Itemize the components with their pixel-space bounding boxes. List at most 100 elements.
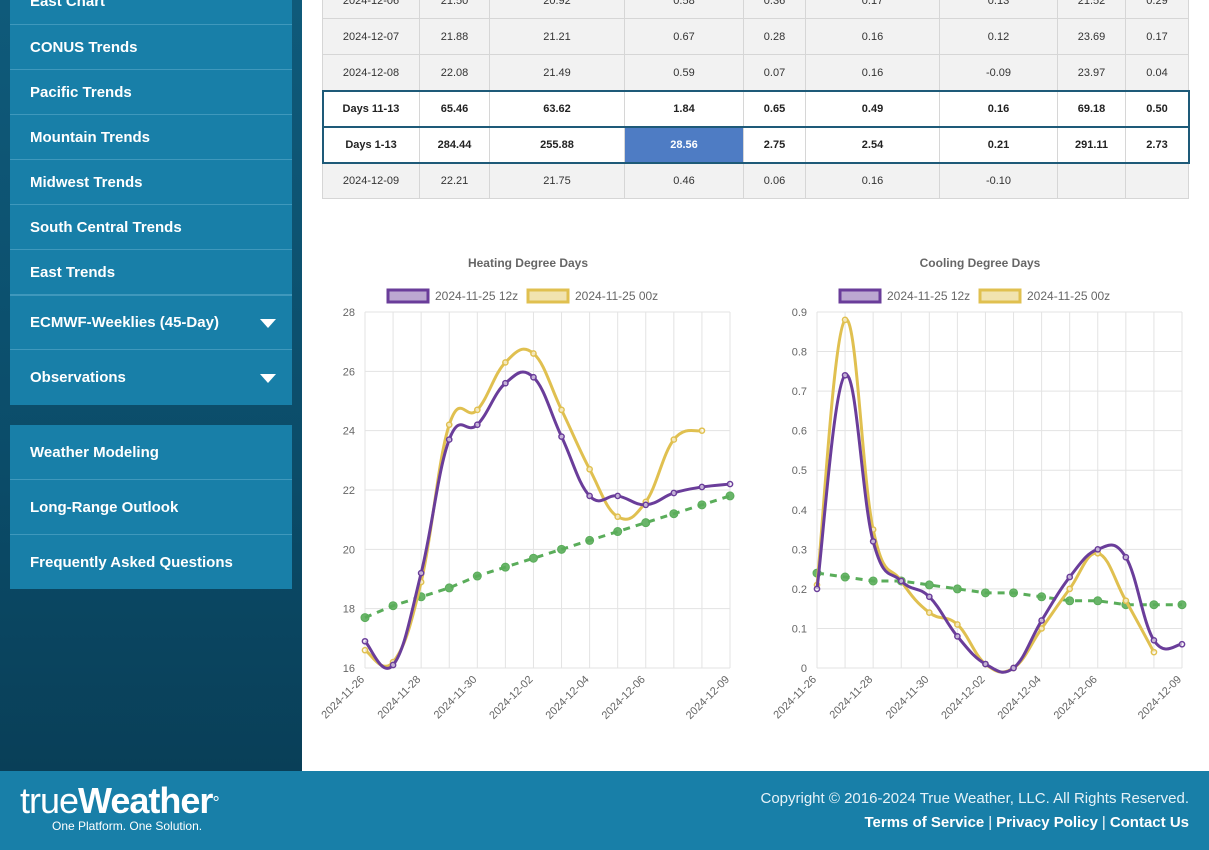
y-tick-label: 24 — [343, 426, 355, 438]
data-point — [952, 584, 962, 594]
data-point — [925, 593, 933, 601]
x-tick-label: 2024-11-26 — [319, 674, 367, 722]
chevron-down-icon[interactable] — [260, 318, 276, 328]
x-tick-label: 2024-11-30 — [884, 674, 932, 722]
data-point — [586, 492, 593, 500]
x-tick-label: 2024-11-28 — [376, 674, 424, 722]
table-cell: 20.92 — [489, 0, 625, 19]
data-point — [924, 580, 934, 590]
legend-swatch — [386, 288, 430, 304]
y-tick-label: 26 — [343, 366, 355, 378]
data-point — [361, 637, 369, 645]
table-cell: 0.16 — [805, 162, 940, 199]
terms-link[interactable]: Terms of Service — [864, 814, 985, 831]
y-tick-label: 0.8 — [792, 347, 807, 359]
nav-item-observations[interactable]: Observations — [10, 350, 292, 405]
data-point — [530, 350, 537, 357]
table-cell: 0.12 — [939, 18, 1058, 55]
table-cell: 2024-12-06 — [322, 0, 420, 19]
nav-item-east-chart[interactable]: East Chart — [10, 0, 292, 25]
nav-item-ecmwf-weeklies[interactable]: ECMWF-Weeklies (45-Day) — [10, 295, 292, 350]
chevron-down-icon[interactable] — [260, 373, 276, 383]
table-cell: 21.49 — [489, 54, 625, 91]
y-tick-label: 16 — [343, 663, 355, 675]
nav-item-pacific-trends[interactable]: Pacific Trends — [10, 70, 292, 115]
data-point — [472, 571, 482, 581]
legend-label: 2024-11-25 00z — [575, 289, 658, 303]
table-cell: 21.88 — [419, 18, 490, 55]
nav-item-label: Midwest Trends — [30, 173, 143, 191]
data-point — [1066, 585, 1074, 593]
y-tick-label: 0.2 — [792, 584, 807, 596]
chart-title: Cooling Degree Days — [920, 256, 1041, 270]
table-cell: 69.18 — [1057, 90, 1126, 127]
legend-swatch — [526, 288, 570, 304]
nav-item-conus-trends[interactable]: CONUS Trends — [10, 25, 292, 70]
data-point — [389, 661, 397, 669]
nav-item-label: ECMWF-Weeklies (45-Day) — [30, 314, 219, 331]
table-cell: 21.52 — [1057, 0, 1126, 19]
data-point — [670, 489, 678, 497]
data-point — [361, 646, 369, 654]
y-tick-label: 0.5 — [792, 465, 807, 477]
nav-item-faq[interactable]: Frequently Asked Questions — [10, 535, 292, 589]
contact-link[interactable]: Contact Us — [1109, 814, 1189, 831]
privacy-link[interactable]: Privacy Policy — [996, 814, 1098, 831]
x-tick-label: 2024-12-04 — [995, 674, 1043, 722]
data-point — [473, 421, 481, 429]
data-point — [641, 518, 651, 528]
nav-item-south-central-trends[interactable]: South Central Trends — [10, 205, 292, 250]
data-point — [1178, 640, 1186, 648]
nav-item-label: CONUS Trends — [30, 38, 138, 56]
table-cell: 284.44 — [419, 126, 490, 163]
data-point — [1038, 625, 1045, 632]
sidebar: East Chart CONUS Trends Pacific Trends M… — [0, 0, 302, 771]
x-tick-label: 2024-12-06 — [1052, 674, 1100, 722]
table-cell: 0.46 — [624, 162, 744, 199]
nav-item-weather-modeling[interactable]: Weather Modeling — [10, 425, 292, 480]
data-point — [1122, 553, 1130, 561]
data-point — [417, 569, 425, 577]
data-point — [530, 373, 537, 381]
table-cell — [1125, 162, 1189, 199]
table-cell: 0.21 — [939, 126, 1058, 163]
legend-label: 2024-11-25 12z — [887, 289, 970, 303]
table-cell: 0.16 — [939, 90, 1058, 127]
copyright-text: Copyright © 2016-2024 True Weather, LLC.… — [760, 790, 1189, 807]
nav-item-label: Mountain Trends — [30, 128, 150, 146]
table-row: 2024-12-07 21.88 21.21 0.67 0.28 0.16 0.12 23.6… — [322, 18, 1189, 55]
nav-item-label: Observations — [30, 369, 126, 386]
table-cell: 2024-12-07 — [322, 18, 420, 55]
table-row: 2024-12-06 21.50 20.92 0.58 0.36 0.17 0.13 21.5… — [322, 0, 1189, 19]
data-point — [954, 621, 961, 628]
data-point — [557, 544, 567, 554]
nav-item-midwest-trends[interactable]: Midwest Trends — [10, 160, 292, 205]
degree-days-table: 2024-12-06 21.50 20.92 0.58 0.36 0.17 0.13 21.5… — [321, 0, 1190, 199]
nav-item-mountain-trends[interactable]: Mountain Trends — [10, 115, 292, 160]
table-cell: 21.21 — [489, 18, 625, 55]
data-point — [1122, 597, 1130, 605]
data-point — [840, 572, 850, 582]
table-cell: 0.06 — [743, 162, 806, 199]
nav-item-east-trends[interactable]: East Trends — [10, 250, 292, 295]
nav-item-label: South Central Trends — [30, 218, 182, 236]
table-row: Days 1-13 284.44 255.88 28.56 2.75 2.54 0.21 29… — [321, 125, 1190, 164]
table-cell: 0.04 — [1125, 54, 1189, 91]
y-tick-label: 0.1 — [792, 623, 807, 635]
footer: trueWeather° One Platform. One Solution.… — [0, 771, 1209, 850]
y-tick-label: 22 — [343, 485, 355, 497]
table-cell: 22.08 — [419, 54, 490, 91]
separator: | — [988, 814, 993, 831]
table-cell: 2.73 — [1125, 126, 1189, 163]
trueweather-logo[interactable]: trueWeather° One Platform. One Solution. — [20, 781, 220, 834]
nav-item-label: Weather Modeling — [30, 443, 159, 461]
x-tick-label: 2024-12-09 — [684, 674, 732, 722]
series-line — [816, 571, 1182, 607]
table-cell: 2.54 — [805, 126, 940, 163]
legend-swatch — [978, 288, 1022, 304]
nav-item-long-range-outlook[interactable]: Long-Range Outlook — [10, 480, 292, 535]
table-cell: 23.97 — [1057, 54, 1126, 91]
table-cell: 0.65 — [743, 90, 806, 127]
table-cell: 0.36 — [743, 0, 806, 19]
data-point — [954, 633, 961, 640]
